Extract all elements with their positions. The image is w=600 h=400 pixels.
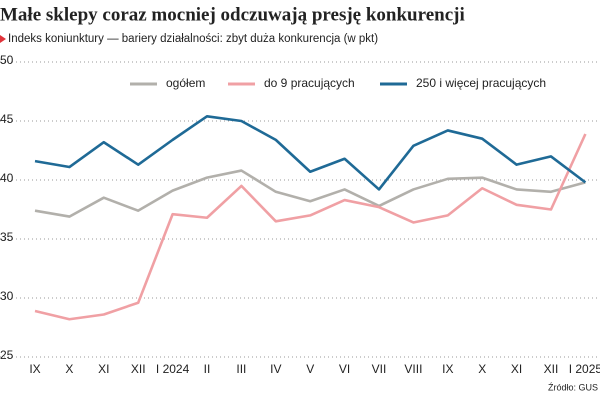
x-tick-label: II: [204, 362, 211, 376]
x-tick-label: XI: [511, 362, 522, 376]
chart-title: Małe sklepy coraz mocniej odczuwają pres…: [0, 4, 465, 25]
x-tick-label: X: [65, 362, 73, 376]
x-tick-label: V: [306, 362, 314, 376]
series-line: [34, 114, 587, 191]
x-tick-label: X: [478, 362, 486, 376]
series-line: [34, 169, 586, 218]
y-tick-label: 30: [0, 289, 14, 303]
x-tick-label: IX: [442, 362, 453, 376]
y-tick-label: 35: [0, 230, 14, 244]
x-tick-label: I 2025: [569, 362, 600, 376]
y-tick-label: 40: [0, 171, 14, 185]
subtitle-marker: [0, 35, 6, 43]
series-line: [34, 133, 587, 321]
y-tick-label: 25: [0, 348, 14, 362]
x-tick-label: I 2024: [156, 362, 190, 376]
x-tick-label: XI: [98, 362, 109, 376]
x-tick-label: IX: [29, 362, 40, 376]
x-tick-label: VIII: [404, 362, 422, 376]
y-tick-label: 50: [0, 53, 14, 67]
legend-label: 250 i więcej pracujących: [416, 76, 546, 90]
x-tick-label: XII: [544, 362, 559, 376]
x-tick-label: VI: [339, 362, 350, 376]
source: Źródło: GUS: [548, 382, 598, 392]
x-tick-label: VII: [372, 362, 387, 376]
legend-label: do 9 pracujących: [264, 76, 355, 90]
chart-subtitle: Indeks koniunktury — bariery działalnośc…: [8, 33, 378, 45]
legend-label: ogółem: [166, 76, 205, 90]
x-tick-label: III: [236, 362, 246, 376]
x-tick-label: XII: [131, 362, 146, 376]
y-tick-label: 45: [0, 112, 14, 126]
x-tick-label: IV: [270, 362, 281, 376]
